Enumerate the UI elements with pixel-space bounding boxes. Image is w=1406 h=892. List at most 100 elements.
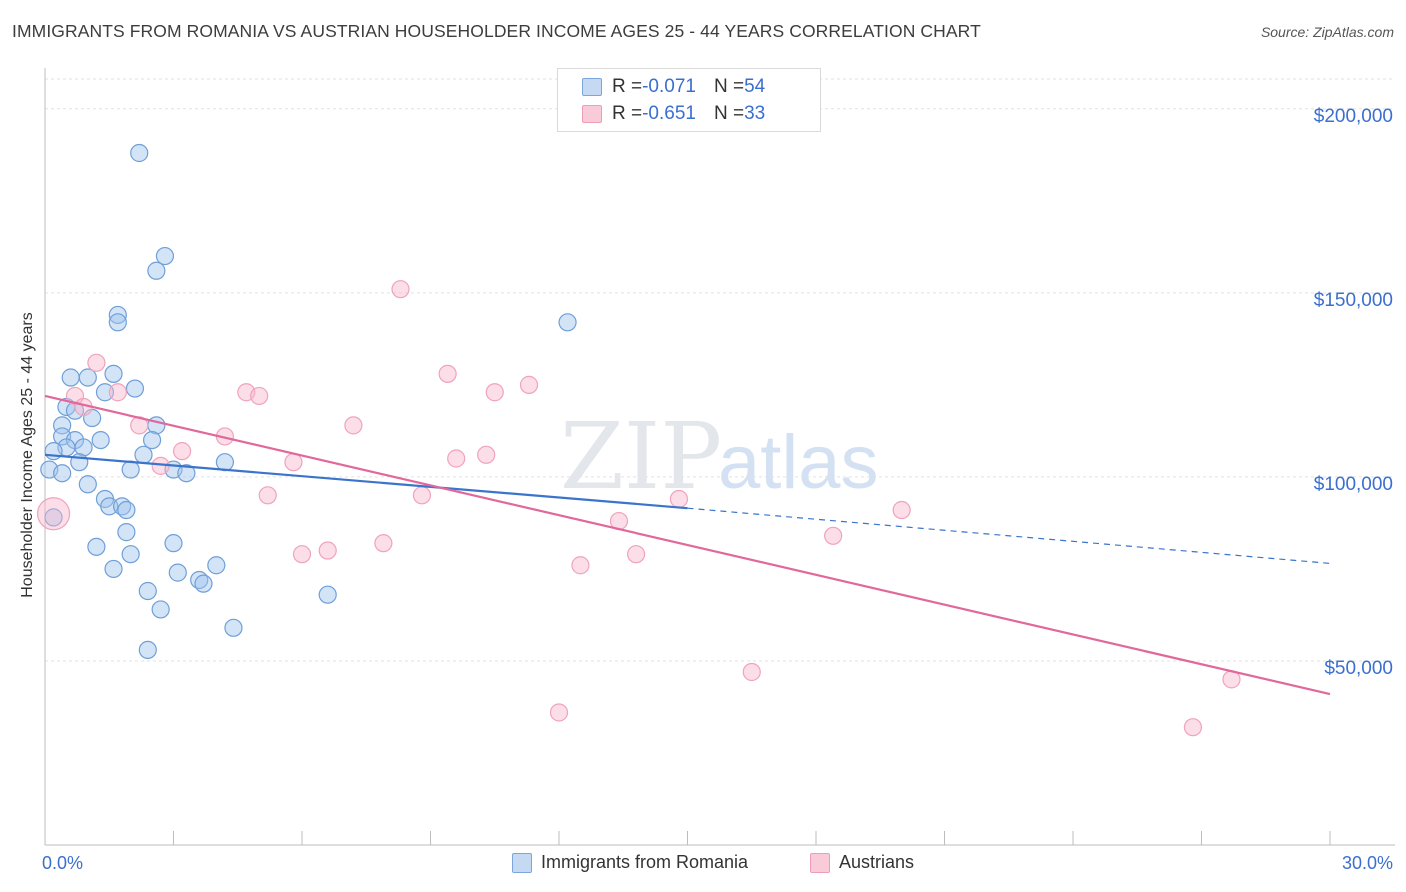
- watermark: ZIP atlas: [560, 403, 879, 510]
- y-tick-labels: $50,000 $100,000 $150,000 $200,000: [1314, 106, 1393, 679]
- austrians-point: [284, 453, 303, 472]
- austrians-point: [108, 383, 127, 402]
- romania-point: [61, 368, 80, 387]
- romania-point: [125, 379, 145, 398]
- romania-point: [100, 497, 119, 516]
- y-tick-label: $150,000: [1314, 290, 1393, 311]
- romania-point: [117, 523, 136, 542]
- austrians-trend-line: [44, 394, 1331, 696]
- x-tick-label: 30.0%: [1342, 853, 1393, 873]
- austrians-point: [571, 556, 590, 575]
- romania-swatch: [582, 78, 602, 96]
- y-tick-label: $100,000: [1314, 474, 1393, 495]
- source-label: Source: ZipAtlas.com: [1260, 24, 1394, 40]
- austrians-point: [412, 486, 432, 505]
- austrians-point: [258, 486, 277, 505]
- legend-romania-swatch: [512, 852, 532, 873]
- romania-point: [318, 585, 337, 604]
- austrians-point: [519, 375, 539, 394]
- chart-title: IMMIGRANTS FROM ROMANIA VS AUSTRIAN HOUS…: [12, 21, 981, 41]
- romania-point: [44, 508, 63, 527]
- romania-point: [155, 246, 175, 266]
- gridlines: [45, 78, 1395, 662]
- series-romania-points: [40, 143, 577, 660]
- romania-point: [177, 464, 196, 483]
- austrians-point: [374, 534, 393, 553]
- romania-point: [78, 475, 97, 494]
- romania-point: [558, 313, 577, 332]
- romania-point: [138, 640, 157, 660]
- austrians-point: [391, 280, 410, 299]
- stats-row-austrians: R = -0.651 N = 33: [582, 101, 765, 127]
- r-value: -0.071: [642, 76, 696, 97]
- legend-romania-label: Immigrants from Romania: [541, 852, 749, 872]
- romania-point: [130, 143, 149, 163]
- romania-point: [134, 445, 153, 464]
- watermark-zip: ZIP: [560, 403, 722, 510]
- austrians-point: [87, 353, 106, 372]
- trend-lines: [44, 394, 1331, 696]
- romania-point: [142, 430, 162, 450]
- romania-point: [104, 364, 123, 383]
- austrians-point: [477, 445, 496, 464]
- romania-trend-extension: [687, 507, 1331, 565]
- romania-point: [224, 618, 243, 637]
- romania-point: [108, 305, 127, 325]
- romania-point: [87, 537, 106, 556]
- romania-point: [104, 559, 123, 579]
- romania-point: [121, 460, 140, 479]
- watermark-atlas: atlas: [718, 420, 879, 505]
- romania-point: [164, 534, 183, 553]
- legend-item-romania[interactable]: Immigrants from Romania: [512, 852, 748, 873]
- n-value: 33: [744, 103, 766, 124]
- r-label: R =: [612, 103, 643, 124]
- x-tick-labels: 0.0% 30.0%: [42, 853, 1393, 873]
- austrians-point: [892, 500, 911, 520]
- r-value: -0.651: [642, 103, 696, 124]
- r-label: R =: [612, 76, 643, 97]
- n-label: N =: [713, 76, 745, 97]
- legend-item-austrians[interactable]: Austrians: [810, 852, 914, 873]
- romania-point: [78, 368, 97, 387]
- austrians-point: [1183, 718, 1203, 737]
- romania-trend-line: [44, 453, 688, 510]
- romania-point: [91, 430, 110, 450]
- romania-point: [74, 438, 93, 457]
- romania-point: [95, 383, 115, 402]
- romania-point: [215, 453, 234, 472]
- romania-point: [207, 556, 226, 575]
- legend-austrians-swatch: [810, 852, 830, 873]
- y-tick-label: $200,000: [1314, 106, 1393, 127]
- romania-point: [108, 313, 127, 332]
- austrians-point: [485, 383, 504, 402]
- austrians-point: [669, 489, 689, 509]
- romania-point: [151, 600, 170, 619]
- romania-point: [138, 581, 157, 601]
- axes: [44, 68, 1395, 846]
- austrians-point: [344, 416, 363, 435]
- austrians-point: [626, 545, 646, 564]
- romania-point: [53, 464, 72, 483]
- austrians-point: [36, 497, 71, 531]
- romania-point: [194, 574, 213, 593]
- n-value: 54: [744, 76, 766, 97]
- austrians-point: [742, 662, 761, 682]
- austrians-point: [292, 545, 312, 564]
- austrians-point: [250, 386, 269, 406]
- stats-row-romania: R = -0.071 N = 54: [582, 74, 765, 100]
- austrians-point: [438, 364, 457, 383]
- romania-point: [147, 261, 166, 280]
- n-label: N =: [713, 103, 745, 124]
- austrians-point: [824, 526, 843, 545]
- austrians-swatch: [582, 105, 602, 123]
- romania-point: [168, 563, 187, 582]
- y-tick-label: $50,000: [1324, 658, 1393, 679]
- romania-point: [121, 545, 140, 564]
- austrians-point: [549, 703, 569, 722]
- romania-point: [117, 500, 136, 520]
- austrians-point: [172, 442, 192, 461]
- austrians-point: [318, 541, 337, 560]
- legend-austrians-label: Austrians: [839, 852, 915, 872]
- austrians-point: [447, 449, 466, 468]
